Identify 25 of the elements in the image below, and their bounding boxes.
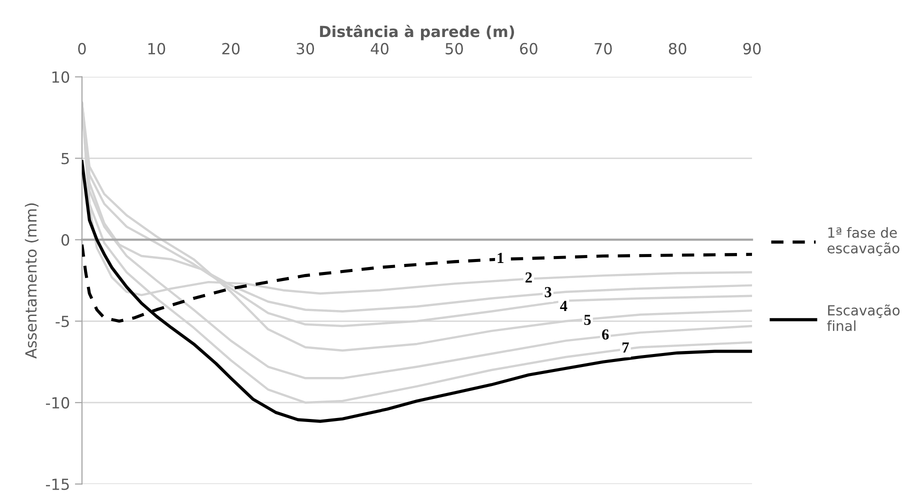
x-tick-label: 50 xyxy=(446,42,463,54)
y-tick-label: 5 xyxy=(62,152,69,164)
x-tick-label: 40 xyxy=(370,42,388,54)
y-axis-title: Assentamento (mm) xyxy=(24,203,39,359)
annotation: 4 xyxy=(560,300,568,311)
x-tick-label: 30 xyxy=(296,42,314,54)
x-tick-label: 70 xyxy=(594,42,612,54)
x-tick-label: 60 xyxy=(520,42,538,54)
annotation: 7 xyxy=(622,342,629,353)
annotation: 3 xyxy=(544,287,552,298)
y-tick-label: 10 xyxy=(52,71,70,83)
x-tick-label: 10 xyxy=(148,42,166,54)
y-tick-label: -5 xyxy=(56,316,69,328)
x-tick-label: 20 xyxy=(222,42,240,54)
x-tick-label: 80 xyxy=(668,42,686,54)
legend-label: 1ª fase de escavação xyxy=(828,227,900,256)
annotation: 6 xyxy=(602,329,609,340)
x-tick-label: 0 xyxy=(78,42,86,54)
legend-label: Escavação final xyxy=(827,304,900,332)
y-tick-label: 0 xyxy=(61,234,70,246)
x-tick-label: 90 xyxy=(743,42,761,54)
x-axis-title: Distância à parede (m) xyxy=(320,24,514,40)
y-tick-label: -15 xyxy=(46,478,69,490)
y-tick-label: -10 xyxy=(46,397,70,409)
annotation: 5 xyxy=(584,314,591,325)
